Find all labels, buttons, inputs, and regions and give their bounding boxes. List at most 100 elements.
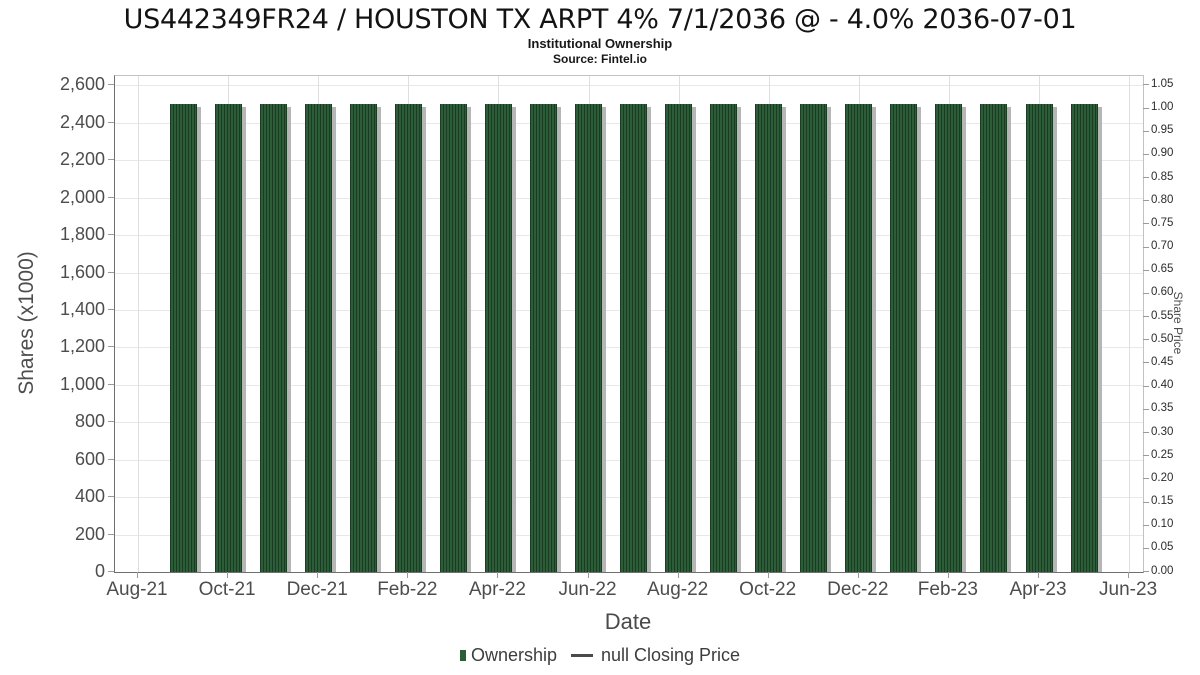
right-axis-tickmark bbox=[1143, 339, 1149, 341]
left-axis-tickmark bbox=[108, 346, 114, 348]
ownership-bar[interactable] bbox=[575, 104, 602, 572]
right-axis-tick-label: 0.05 bbox=[1151, 541, 1174, 554]
right-axis-tick-label: 0.85 bbox=[1151, 170, 1174, 183]
right-axis-tick-label: 0.40 bbox=[1151, 379, 1174, 392]
horizontal-gridline bbox=[115, 85, 1143, 87]
x-axis-tickmark bbox=[677, 572, 679, 578]
x-axis-tick-label: Jun-22 bbox=[558, 579, 617, 600]
x-axis-tick-label: Feb-23 bbox=[917, 579, 978, 600]
right-axis-tickmark bbox=[1143, 316, 1149, 318]
right-axis-tick-label: 0.25 bbox=[1151, 448, 1174, 461]
left-axis-tick-label: 1,800 bbox=[59, 224, 105, 245]
right-axis-tickmark bbox=[1143, 246, 1149, 248]
x-axis-tickmark bbox=[947, 572, 949, 578]
left-axis-tick-label: 2,000 bbox=[59, 186, 105, 207]
left-axis-tick-label: 400 bbox=[74, 486, 105, 507]
x-axis-tick-label: Aug-22 bbox=[646, 579, 709, 600]
right-axis-tick-label: 0.75 bbox=[1151, 216, 1174, 229]
right-axis-tick-label: 0.35 bbox=[1151, 402, 1174, 415]
right-axis-tick-label: 0.45 bbox=[1151, 355, 1174, 368]
left-axis-tick-label: 2,600 bbox=[59, 74, 105, 95]
ownership-bar[interactable] bbox=[710, 104, 738, 572]
vertical-gridline bbox=[138, 76, 139, 572]
left-axis-tickmark bbox=[108, 271, 114, 273]
ownership-bar[interactable] bbox=[755, 104, 783, 572]
left-axis-tick-label: 1,600 bbox=[59, 261, 105, 282]
x-axis-tickmark bbox=[497, 572, 499, 578]
right-axis-tick-label: 0.60 bbox=[1151, 286, 1174, 299]
chart-subtitle: Institutional Ownership bbox=[527, 36, 673, 51]
ownership-bar[interactable] bbox=[1025, 104, 1053, 572]
x-axis-tickmark bbox=[1128, 572, 1130, 578]
legend-item-null-closing-price[interactable]: null Closing Price bbox=[557, 645, 740, 666]
right-axis-tick-label: 0.10 bbox=[1151, 518, 1174, 531]
right-axis-tick-label: 1.05 bbox=[1151, 77, 1174, 90]
x-axis-tickmark bbox=[767, 572, 769, 578]
left-axis-tick-label: 200 bbox=[74, 523, 105, 544]
left-axis-tickmark bbox=[108, 421, 114, 423]
right-axis-tick-label: 0.30 bbox=[1151, 425, 1174, 438]
ownership-bar[interactable] bbox=[394, 104, 422, 572]
legend-label: Ownership bbox=[470, 645, 557, 665]
right-axis-tickmark bbox=[1143, 200, 1149, 202]
x-axis-tick-label: Apr-23 bbox=[1009, 579, 1067, 600]
right-axis-tickmark bbox=[1143, 501, 1149, 503]
ownership-bar[interactable] bbox=[214, 104, 242, 572]
ownership-bar[interactable] bbox=[980, 104, 1008, 572]
x-axis-tickmark bbox=[317, 572, 319, 578]
ownership-bar[interactable] bbox=[800, 104, 828, 572]
right-axis-tickmark bbox=[1143, 547, 1149, 549]
x-axis-tick-label: Aug-21 bbox=[106, 579, 168, 600]
left-axis-tickmark bbox=[108, 309, 114, 310]
ownership-bar[interactable] bbox=[1070, 104, 1098, 572]
ownership-bar[interactable] bbox=[935, 104, 963, 572]
ownership-bar[interactable] bbox=[890, 104, 918, 572]
ownership-bar[interactable] bbox=[845, 104, 873, 572]
ownership-bar[interactable] bbox=[304, 104, 332, 572]
right-axis-tickmark bbox=[1143, 153, 1149, 155]
right-axis-tickmark bbox=[1143, 432, 1149, 433]
left-axis-tickmark bbox=[108, 533, 114, 535]
right-axis-tickmark bbox=[1143, 269, 1149, 271]
right-axis-tick-label: 0.80 bbox=[1151, 193, 1174, 206]
right-axis-tickmark bbox=[1143, 571, 1149, 572]
right-axis-tick-label: 0.50 bbox=[1151, 332, 1174, 345]
x-axis-tickmark bbox=[857, 572, 859, 578]
x-axis-tick-label: Jun-23 bbox=[1099, 579, 1158, 600]
legend-label: null Closing Price bbox=[600, 645, 741, 665]
ownership-bar[interactable] bbox=[529, 104, 557, 572]
legend-item-ownership[interactable]: Ownership bbox=[459, 645, 557, 666]
ownership-bar[interactable] bbox=[259, 104, 287, 572]
ownership-bar[interactable] bbox=[169, 104, 197, 572]
right-axis-tickmark bbox=[1143, 177, 1149, 179]
right-axis-tickmark bbox=[1143, 408, 1149, 410]
x-axis-tick-label: Apr-22 bbox=[468, 579, 526, 600]
ownership-bar[interactable] bbox=[620, 104, 647, 572]
x-axis-tick-label: Dec-21 bbox=[286, 579, 348, 600]
left-axis-tickmark bbox=[108, 234, 114, 236]
x-axis-tickmark bbox=[1038, 572, 1039, 578]
left-axis-tick-label: 1,200 bbox=[59, 336, 105, 357]
ownership-bar[interactable] bbox=[665, 104, 693, 572]
left-axis-tick-label: 600 bbox=[74, 448, 105, 469]
left-axis-tick-label: 800 bbox=[74, 411, 105, 432]
right-axis-tickmark bbox=[1143, 292, 1149, 294]
right-axis-tick-label: 0.90 bbox=[1151, 147, 1174, 160]
left-axis-tickmark bbox=[108, 496, 114, 498]
right-axis-tick-label: 0.55 bbox=[1151, 309, 1174, 322]
right-axis-tickmark bbox=[1143, 455, 1149, 457]
right-axis-tickmark bbox=[1143, 84, 1149, 86]
right-axis-tickmark bbox=[1143, 362, 1149, 364]
left-axis-tickmark bbox=[108, 159, 114, 161]
right-axis-tickmark bbox=[1143, 385, 1149, 387]
x-axis-tickmark bbox=[227, 572, 229, 578]
right-axis-tick-label: 0.70 bbox=[1151, 240, 1174, 253]
ownership-bar[interactable] bbox=[439, 104, 467, 572]
ownership-bar[interactable] bbox=[349, 104, 377, 572]
right-axis-tick-label: 0.20 bbox=[1151, 471, 1174, 484]
right-axis-tickmark bbox=[1143, 107, 1149, 109]
x-axis-tickmark bbox=[407, 572, 409, 578]
right-axis-tickmark bbox=[1143, 524, 1149, 526]
ownership-bar[interactable] bbox=[484, 104, 512, 572]
